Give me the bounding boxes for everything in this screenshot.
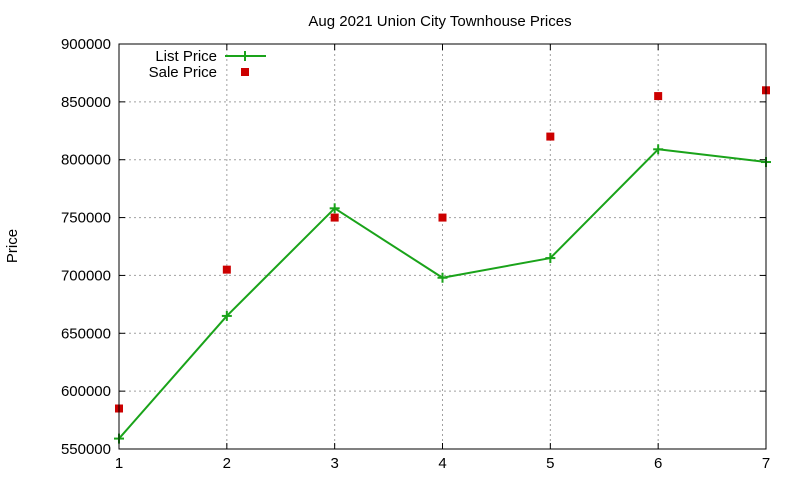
sale-price-point (546, 132, 555, 141)
y-tick-label: 900000 (61, 36, 111, 53)
x-tick-label: 7 (762, 455, 770, 472)
sale-price-point (654, 92, 663, 101)
list-price-point (329, 203, 340, 214)
list-price-point (545, 253, 556, 264)
plot-frame (118, 43, 767, 450)
y-tick-label: 800000 (61, 152, 111, 169)
y-tick-label: 550000 (61, 441, 111, 458)
list-price-point (437, 272, 448, 283)
y-tick-label: 850000 (61, 94, 111, 111)
y-tick-label: 650000 (61, 325, 111, 342)
list-price-legend-marker (240, 51, 250, 61)
chart-title: Aug 2021 Union City Townhouse Prices (308, 13, 571, 30)
grid-lines (119, 44, 766, 449)
list-price-point (653, 144, 664, 155)
list-price-legend-label: List Price (155, 48, 217, 65)
sale-price-point (222, 265, 231, 274)
y-tick-label: 750000 (61, 210, 111, 227)
axis-ticks: 550000 600000 650000 700000 750000 800000 8500… (61, 36, 770, 472)
x-tick-label: 5 (546, 455, 554, 472)
y-axis-label: Price (4, 229, 21, 263)
sale-price-legend-swatch (241, 68, 249, 76)
y-tick-label: 600000 (61, 383, 111, 400)
x-tick-label: 6 (654, 455, 662, 472)
x-tick-label: 2 (223, 455, 231, 472)
sale-price-legend-label: Sale Price (149, 64, 217, 81)
y-tick-label: 700000 (61, 267, 111, 284)
sale-price-point (438, 213, 447, 222)
x-tick-label: 3 (330, 455, 338, 472)
x-tick-label: 4 (438, 455, 446, 472)
list-price-point (221, 310, 232, 321)
sale-price-point (330, 213, 339, 222)
x-tick-label: 1 (115, 455, 123, 472)
